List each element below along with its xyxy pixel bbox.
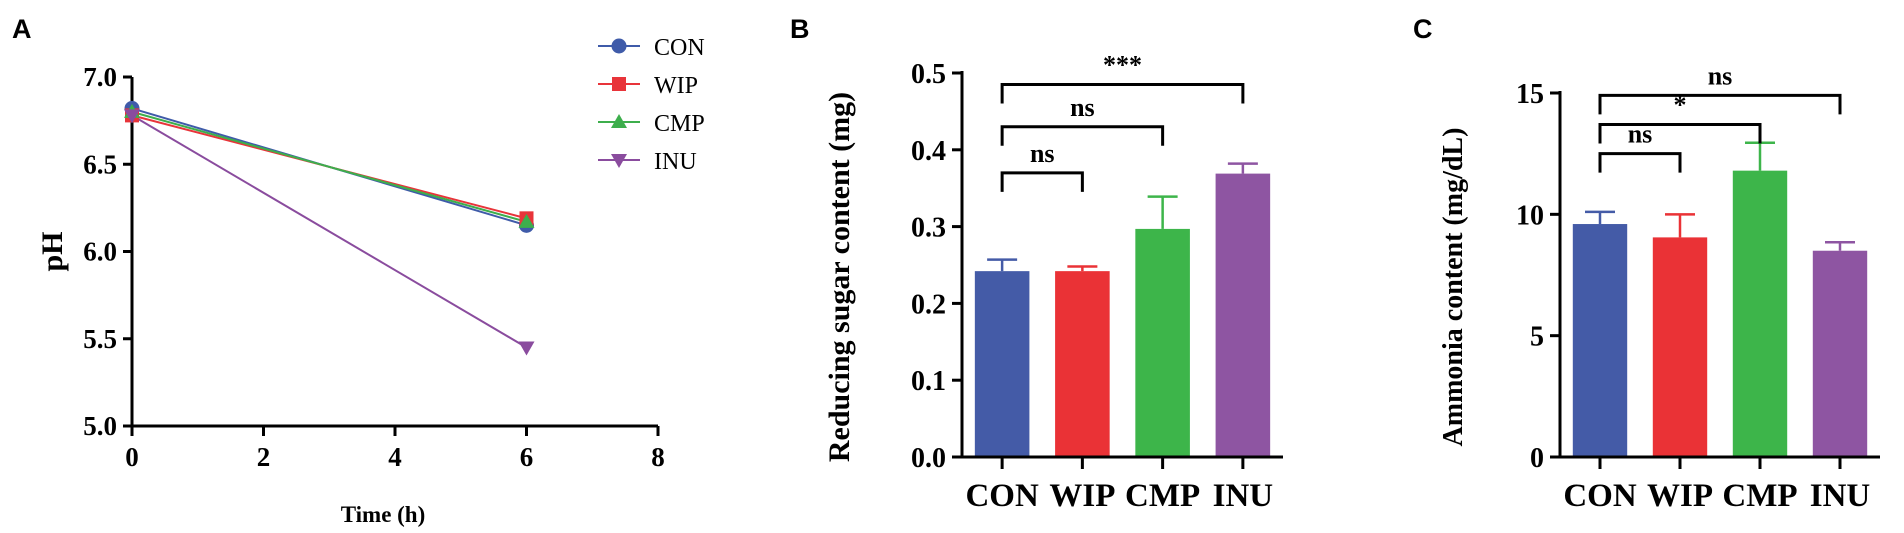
category-label-cmp: CMP bbox=[1722, 478, 1797, 514]
category-label-wip: WIP bbox=[1049, 478, 1115, 514]
legend-label-cmp: CMP bbox=[654, 111, 705, 137]
y-tick-label: 0.1 bbox=[911, 366, 946, 397]
bar-wip bbox=[1055, 271, 1110, 457]
y-tick-label-a: 6.5 bbox=[83, 149, 117, 179]
legend-label-inu: INU bbox=[654, 149, 697, 175]
legend-marker-cmp bbox=[611, 114, 627, 128]
x-tick-label-a: 6 bbox=[520, 442, 534, 472]
significance-bracket bbox=[1000, 83, 1245, 104]
y-tick-label: 5 bbox=[1530, 322, 1544, 353]
significance-bracket bbox=[1598, 152, 1682, 173]
category-label-con: CON bbox=[1563, 478, 1637, 514]
significance-label: ns bbox=[1030, 139, 1055, 168]
legend-marker-con bbox=[611, 38, 627, 54]
legend-marker-wip bbox=[612, 77, 626, 91]
y-tick-label: 0.3 bbox=[911, 213, 946, 244]
panel-letter-b: B bbox=[790, 14, 810, 44]
bar-con bbox=[1572, 224, 1628, 457]
y-axis-title: Reducing sugar content (mg) bbox=[823, 92, 856, 462]
y-tick-label: 0 bbox=[1530, 443, 1544, 474]
data-point-cmp bbox=[518, 213, 535, 228]
category-label-wip: WIP bbox=[1647, 478, 1713, 514]
significance-bracket bbox=[1000, 125, 1165, 146]
category-label-inu: INU bbox=[1213, 478, 1274, 514]
y-tick-label-a: 5.0 bbox=[83, 411, 117, 441]
y-tick-label-a: 5.5 bbox=[83, 324, 117, 354]
significance-bracket bbox=[1598, 123, 1762, 144]
x-axis-title-a: Time (h) bbox=[341, 502, 426, 527]
significance-label: ns bbox=[1708, 61, 1733, 90]
y-tick-label-a: 7.0 bbox=[83, 62, 117, 92]
bar-inu bbox=[1812, 250, 1868, 457]
series-line-cmp bbox=[131, 110, 527, 223]
bar-wip bbox=[1652, 237, 1708, 457]
y-axis-title-a: pH bbox=[36, 231, 69, 271]
bar-con bbox=[974, 271, 1030, 457]
chart-c-ammonia-bar: CON WIP CMP INU 0 5 10 15 Ammonia content (mg/dL… bbox=[1438, 61, 1880, 514]
series-line-inu bbox=[131, 114, 528, 349]
panel-letter-c: C bbox=[1413, 14, 1433, 44]
x-tick-label-a: 8 bbox=[651, 442, 665, 472]
significance-bracket bbox=[1000, 171, 1084, 192]
legend-marker-inu bbox=[611, 154, 627, 168]
y-tick-label: 0.4 bbox=[911, 136, 946, 167]
legend-label-con: CON bbox=[654, 35, 705, 61]
y-axis-title: Ammonia content (mg/dL) bbox=[1438, 128, 1469, 447]
panel-letter-a: A bbox=[12, 14, 32, 44]
legend-label-wip: WIP bbox=[654, 73, 698, 99]
x-tick-label-a: 0 bbox=[125, 442, 139, 472]
x-tick-label-a: 2 bbox=[257, 442, 271, 472]
chart-b-reducing-sugar-bar: CON WIP CMP INU 0.0 0.1 0.2 0.3 0.4 0.5 Reducing s… bbox=[823, 51, 1283, 514]
significance-label: ns bbox=[1070, 93, 1095, 122]
bar-cmp bbox=[1732, 170, 1788, 458]
category-label-cmp: CMP bbox=[1125, 478, 1200, 514]
bar-cmp bbox=[1135, 228, 1190, 457]
category-label-inu: INU bbox=[1810, 478, 1871, 514]
significance-label: *** bbox=[1103, 51, 1142, 80]
x-tick-label-a: 4 bbox=[388, 442, 402, 472]
y-tick-label: 10 bbox=[1516, 200, 1544, 231]
chart-a-ph-line: 5.0 5.5 6.0 6.5 7.0 0 2 4 6 8 Time (h) pH CON WIP CMP I… bbox=[36, 35, 705, 527]
data-point-inu bbox=[124, 109, 140, 124]
y-tick-label: 15 bbox=[1516, 79, 1544, 110]
category-label-con: CON bbox=[965, 478, 1039, 514]
significance-label: * bbox=[1674, 91, 1687, 120]
y-tick-label-a: 6.0 bbox=[83, 237, 117, 267]
data-point-inu bbox=[518, 341, 535, 356]
bar-inu bbox=[1215, 173, 1271, 457]
y-tick-label: 0.2 bbox=[911, 289, 946, 320]
significance-bracket bbox=[1598, 93, 1842, 115]
y-tick-label: 0.5 bbox=[911, 59, 946, 90]
y-tick-label: 0.0 bbox=[911, 443, 946, 474]
